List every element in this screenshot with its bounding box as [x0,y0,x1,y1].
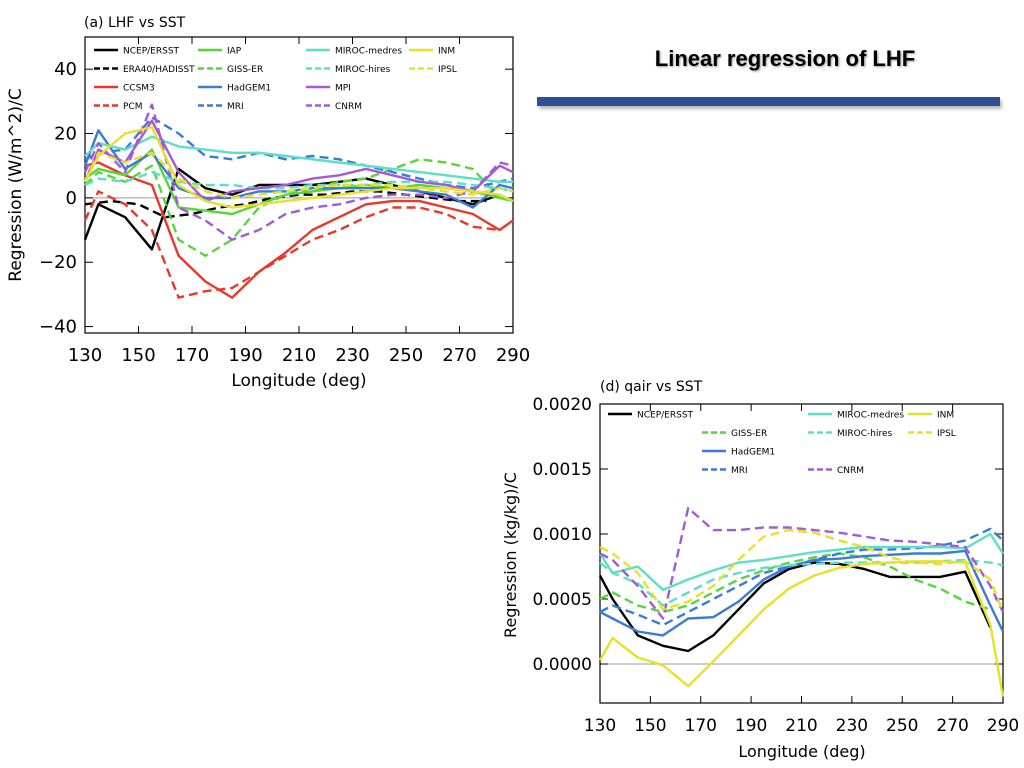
x-tick-label: 190 [735,716,767,736]
series-line-miroc-medres [84,135,513,184]
chart-qair: 130 150 170 190 210 230 250 270 290 0.0000 0.0005 0… [501,379,1019,761]
series-line-inm [598,560,1005,697]
series-line-giss-er [84,158,501,258]
y-tick-label: 0.0010 [533,525,592,545]
x-tick-label: 170 [685,716,717,736]
series-line-era40-hadisst [84,190,487,219]
series-line-cnrm [599,506,1005,620]
series-line-giss-er [599,552,991,614]
x-tick-label: 270 [442,345,476,366]
y-tick-label: 0.0015 [533,460,592,480]
legend-label-pcm: PCM [123,102,142,112]
x-tick-label: 150 [634,716,666,736]
x-tick-label: 170 [175,345,209,366]
y-tick-label: 40 [54,59,77,80]
y-tick-label: 0.0020 [533,395,592,415]
legend-label-inm: INM [937,411,954,421]
legend-label-iap: IAP [227,47,242,57]
legend-label-cnrm: CNRM [837,466,864,476]
series-line-cnrm [83,103,514,241]
y-tick-label: 0.0000 [533,655,592,675]
y-axis-label: Regression (W/m^2)/C [6,88,26,281]
series-line-miroc-hires [84,170,514,193]
x-tick-label: 230 [335,345,369,366]
x-tick-label: 250 [389,345,423,366]
legend-label-cnrm: CNRM [335,102,362,112]
legend-label-miroc-hires: MIROC-hires [837,429,893,439]
legend-label-miroc-hires: MIROC-hires [335,65,391,75]
legend-label-era40-hadisst: ERA40/HADISST [123,65,195,75]
y-tick-label: 0.0005 [533,590,592,610]
x-tick-label: 130 [68,345,102,366]
y-axis-label: Regression (kg/kg)/C [501,472,520,638]
legend-label-ipsl: IPSL [438,65,457,75]
legend-label-ipsl: IPSL [937,429,956,439]
legend-label-ncep-ersst: NCEP/ERSST [637,411,694,421]
x-tick-label: 150 [121,345,155,366]
x-tick-label: 290 [496,345,530,366]
series-line-hadgem1 [83,129,514,209]
series-line-pcm [83,190,500,299]
legend-label-ccsm3: CCSM3 [123,84,155,94]
x-tick-label: 130 [584,716,616,736]
legend-label-miroc-medres: MIROC-medres [335,47,402,57]
x-tick-label: 230 [836,716,868,736]
legend-label-hadgem1: HadGEM1 [731,448,775,458]
slide-title: Linear regression of LHF [654,46,916,71]
chart-title: (a) LHF vs SST [84,15,186,31]
x-tick-label: 250 [886,716,918,736]
series-line-miroc-medres [598,532,1005,592]
series-line-ncep-ersst [598,561,992,653]
legend-label-giss-er: GISS-ER [227,65,263,75]
series-line-ipsl [83,151,514,200]
series-line-ccsm3 [84,161,514,299]
legend-label-giss-er: GISS-ER [731,429,767,439]
title-underline-bar [537,97,1000,106]
x-axis-label: Longitude (deg) [738,742,865,761]
x-tick-label: 210 [785,716,817,736]
legend-label-mpi: MPI [335,84,351,94]
legend-label-inm: INM [438,47,455,57]
series-line-inm [83,125,514,209]
x-tick-label: 190 [228,345,262,366]
x-tick-label: 210 [282,345,316,366]
legend-label-hadgem1: HadGEM1 [227,84,271,94]
x-tick-label: 290 [987,716,1019,736]
y-tick-label: 20 [54,124,77,145]
series-line-hadgem1 [599,549,1005,637]
legend-label-miroc-medres: MIROC-medres [837,411,904,421]
legend-label-mri: MRI [731,466,748,476]
legend-label-ncep-ersst: NCEP/ERSST [123,47,180,57]
chart-title: (d) qair vs SST [600,379,703,395]
series-line-ipsl [599,528,1005,613]
y-tick-label: −20 [39,252,77,273]
x-axis-label: Longitude (deg) [231,371,366,391]
chart-lhf: 130 150 170 190 210 230 250 270 290 −40 −20 0 20 40 (a… [6,15,530,391]
x-tick-label: 270 [936,716,968,736]
y-tick-label: −40 [39,317,77,338]
y-tick-label: 0 [66,188,77,209]
legend-label-mri: MRI [227,102,244,112]
